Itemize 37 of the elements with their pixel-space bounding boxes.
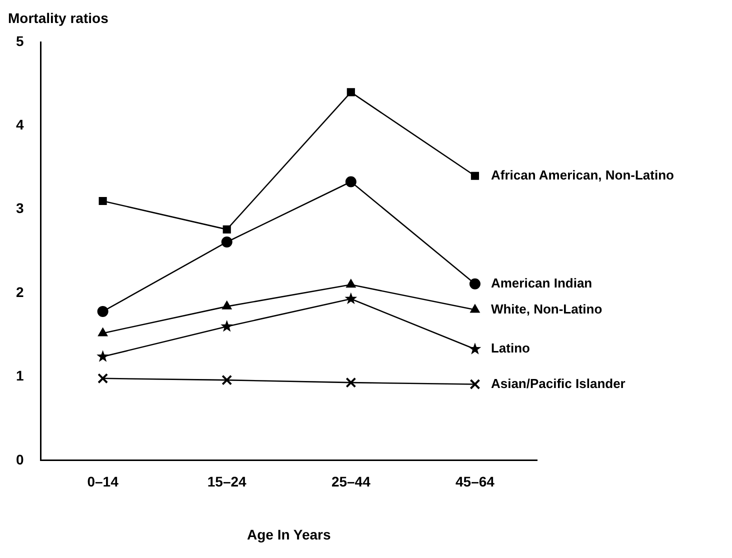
series-label: American Indian — [490, 275, 592, 290]
point — [346, 377, 356, 388]
point — [469, 278, 480, 290]
y-tick-label: 5 — [16, 32, 24, 49]
x-tick-label: 0–14 — [87, 474, 119, 490]
y-tick-label: 1 — [16, 368, 24, 384]
y-tick-label: 3 — [16, 200, 24, 216]
point — [221, 236, 232, 248]
point — [98, 373, 108, 384]
series-label: Asian/Pacific Islander — [490, 376, 626, 391]
point — [222, 374, 232, 386]
x-tick-label: 15–24 — [207, 474, 247, 490]
point — [98, 196, 107, 206]
point — [470, 379, 480, 390]
x-tick-label: 45–64 — [456, 474, 495, 490]
point — [98, 328, 108, 336]
series-label: White, Non-Latino — [490, 301, 602, 316]
point — [470, 172, 480, 180]
y-tick-label: 2 — [16, 284, 24, 300]
series-label: African American, Non-Latino — [490, 167, 674, 182]
point — [96, 350, 109, 362]
point — [468, 342, 482, 354]
point — [345, 176, 356, 188]
point — [97, 306, 108, 317]
point — [346, 279, 356, 288]
point — [346, 88, 355, 96]
y-tick-label: 0 — [16, 451, 24, 468]
y-axis-title: Mortality ratios — [8, 10, 109, 26]
point — [220, 320, 234, 332]
point — [344, 292, 358, 304]
series-label: Latino — [490, 340, 530, 356]
x-axis-title: Age In Years — [246, 526, 331, 542]
x-tick-label: 25–44 — [331, 474, 371, 490]
point — [222, 300, 232, 310]
y-tick-label: 4 — [16, 116, 24, 133]
point — [470, 304, 480, 313]
point — [222, 225, 231, 234]
